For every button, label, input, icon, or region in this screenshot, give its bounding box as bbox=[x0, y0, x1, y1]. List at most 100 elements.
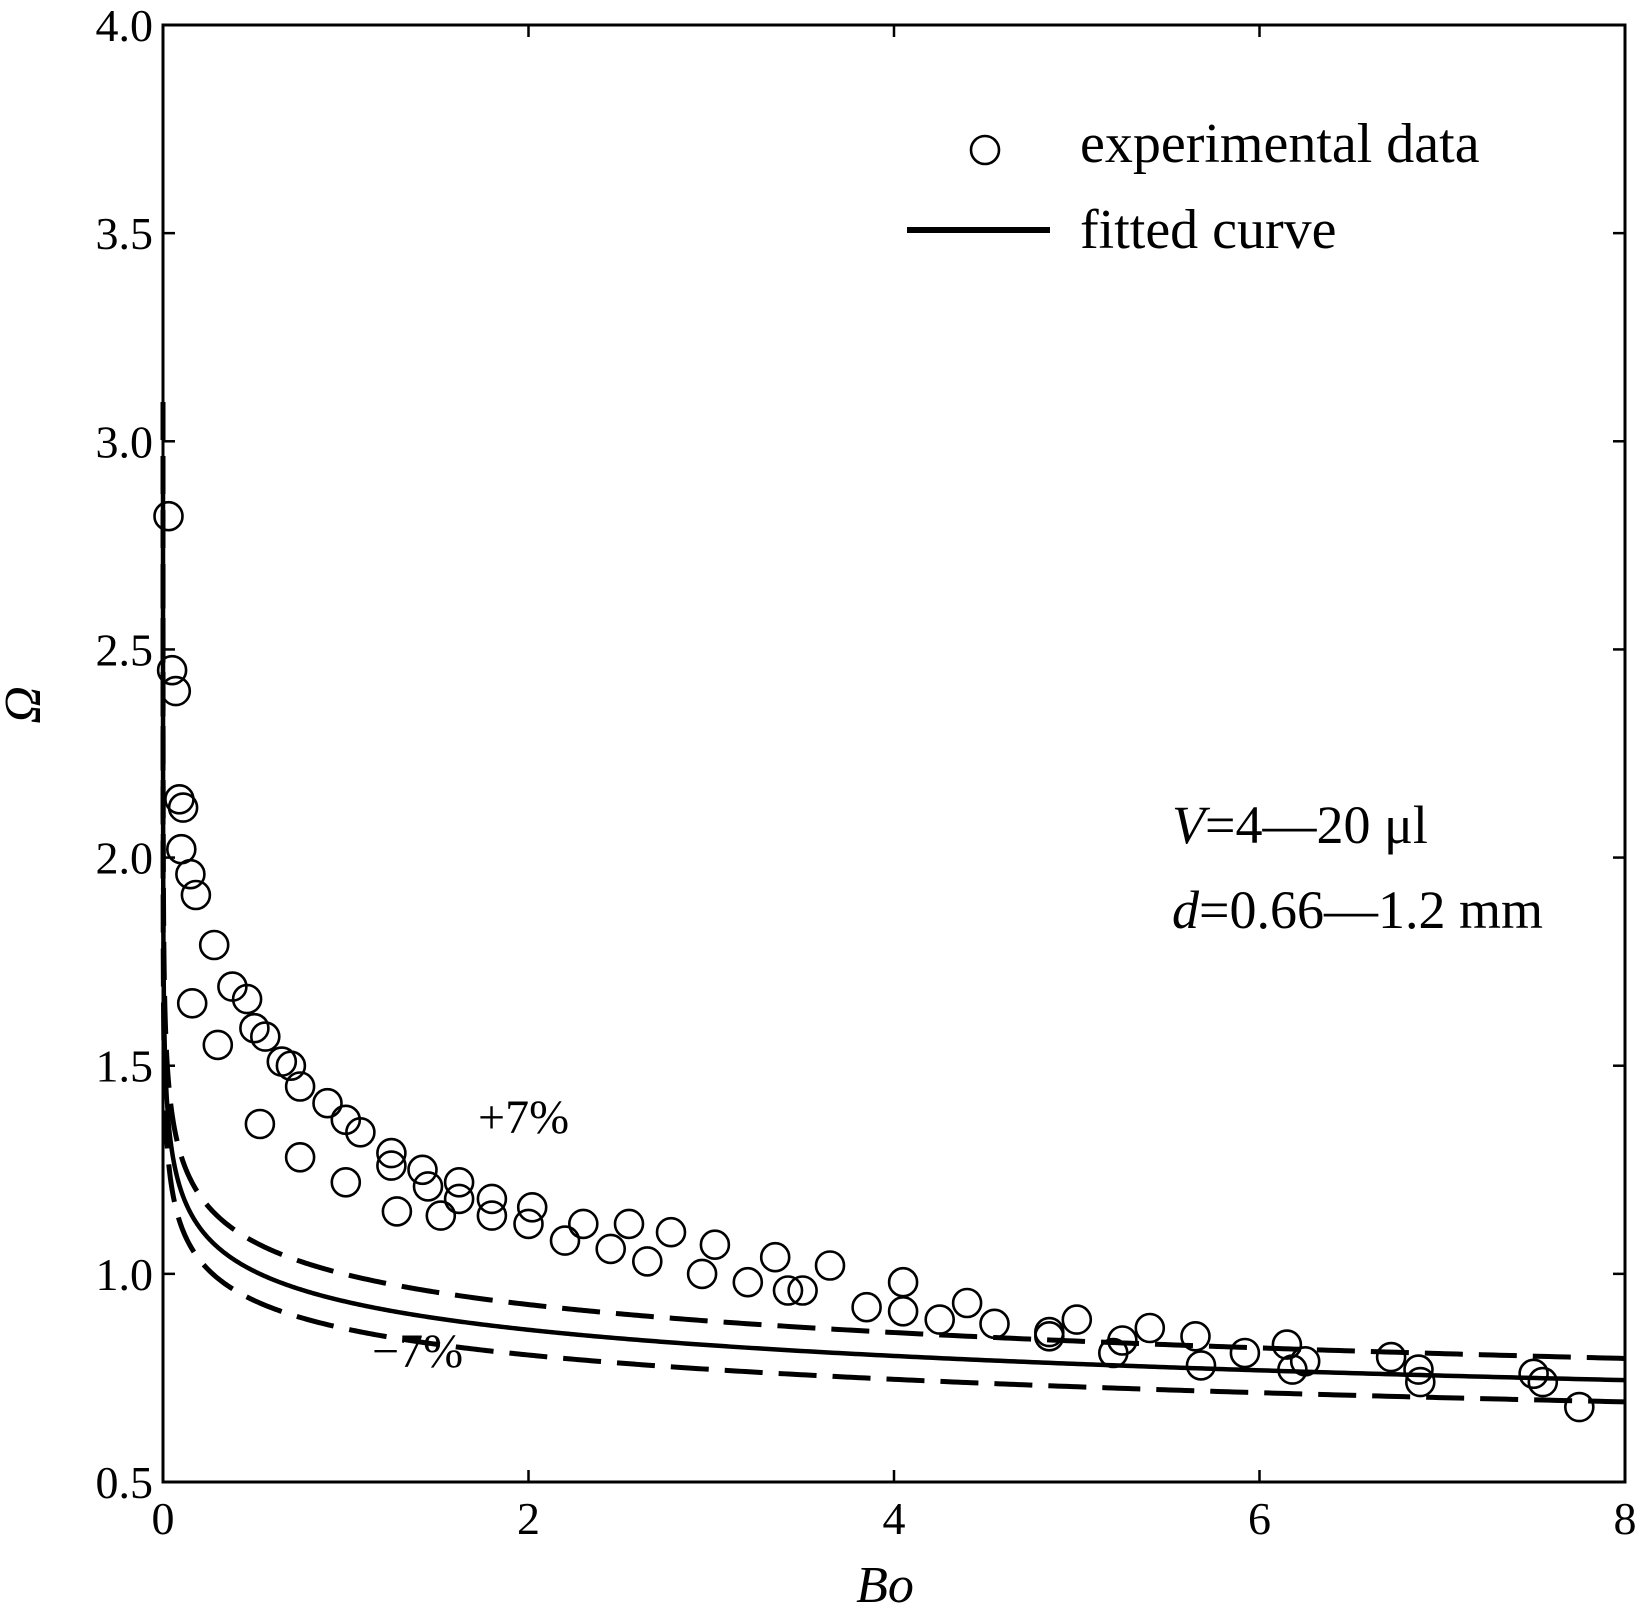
data-point bbox=[1564, 1391, 1595, 1423]
data-point bbox=[1289, 1346, 1321, 1377]
data-point bbox=[443, 1183, 475, 1215]
x-tick-label: 6 bbox=[1248, 1493, 1271, 1544]
data-point bbox=[160, 675, 192, 707]
data-point bbox=[787, 1275, 818, 1306]
data-point bbox=[180, 879, 212, 911]
diameter-annotation: d=0.66—1.2 mm bbox=[1172, 880, 1543, 940]
data-point bbox=[1061, 1304, 1093, 1335]
data-point bbox=[887, 1296, 919, 1327]
data-point bbox=[175, 858, 206, 890]
volume-variable: V bbox=[1172, 795, 1211, 855]
y-tick-label: 3.0 bbox=[96, 416, 154, 467]
data-point bbox=[1518, 1358, 1549, 1390]
data-point bbox=[686, 1258, 718, 1290]
data-point bbox=[376, 1150, 407, 1181]
data-point bbox=[284, 1071, 316, 1102]
data-point bbox=[244, 1108, 276, 1140]
data-point bbox=[1527, 1366, 1559, 1398]
data-point bbox=[699, 1229, 731, 1260]
data-point bbox=[567, 1208, 599, 1240]
data-point bbox=[198, 929, 230, 961]
legend-label-fitted: fitted curve bbox=[1080, 199, 1337, 261]
data-point bbox=[425, 1200, 457, 1231]
data-point bbox=[732, 1266, 764, 1298]
tick-marks bbox=[161, 23, 1627, 1484]
data-point bbox=[1403, 1354, 1434, 1385]
y-tick-label: 3.5 bbox=[96, 208, 154, 259]
data-point bbox=[1185, 1350, 1217, 1381]
data-point bbox=[887, 1266, 919, 1298]
data-point bbox=[476, 1200, 508, 1231]
data-point bbox=[1134, 1312, 1166, 1344]
lower-band-curve bbox=[160, 570, 1626, 1405]
diameter-variable: d bbox=[1172, 880, 1200, 940]
data-point bbox=[1405, 1366, 1436, 1398]
legend: experimental data fitted curve bbox=[907, 113, 1480, 261]
plot-frame bbox=[161, 23, 1627, 1484]
lower-band-label: −7% bbox=[372, 1325, 463, 1378]
data-points bbox=[153, 500, 1595, 1423]
data-point bbox=[772, 1275, 804, 1306]
y-tick-label: 1.0 bbox=[96, 1249, 154, 1300]
upper-band-label: +7% bbox=[478, 1091, 569, 1144]
data-point bbox=[1180, 1321, 1211, 1352]
data-point bbox=[1034, 1321, 1065, 1352]
data-point bbox=[156, 654, 188, 686]
data-point bbox=[312, 1087, 343, 1119]
data-point bbox=[239, 1012, 270, 1044]
y-tick-label: 0.5 bbox=[96, 1457, 154, 1508]
y-tick-label: 2.5 bbox=[96, 624, 154, 675]
y-axis-label: Ω bbox=[0, 686, 52, 724]
data-point bbox=[407, 1154, 438, 1186]
x-tick-label: 0 bbox=[152, 1493, 175, 1544]
data-point bbox=[951, 1287, 983, 1319]
data-point bbox=[231, 983, 263, 1015]
data-point bbox=[631, 1246, 663, 1277]
data-point bbox=[655, 1216, 687, 1248]
data-point bbox=[549, 1225, 581, 1256]
fitted-curve bbox=[160, 486, 1626, 1383]
diameter-value: =0.66—1.2 mm bbox=[1199, 880, 1543, 940]
data-point bbox=[979, 1308, 1010, 1340]
data-point bbox=[851, 1291, 882, 1323]
data-point bbox=[443, 1167, 475, 1198]
data-point bbox=[153, 500, 184, 532]
legend-marker-circle bbox=[969, 134, 1001, 166]
tick-labels: 0 2 4 6 8 0.5 1.0 1.5 2.0 2.5 3.0 3.5 4.0 bbox=[96, 0, 1637, 1544]
data-point bbox=[284, 1142, 316, 1173]
data-point bbox=[1271, 1329, 1303, 1360]
data-point bbox=[167, 792, 199, 823]
data-point bbox=[345, 1117, 376, 1148]
data-point bbox=[1375, 1341, 1407, 1373]
data-point bbox=[249, 1021, 281, 1052]
data-point bbox=[476, 1183, 508, 1215]
data-point bbox=[513, 1208, 544, 1240]
x-tick-label: 2 bbox=[517, 1493, 540, 1544]
data-point bbox=[613, 1208, 645, 1240]
data-point bbox=[412, 1171, 444, 1202]
data-point bbox=[176, 987, 208, 1019]
data-point bbox=[595, 1233, 627, 1265]
legend-label-experimental: experimental data bbox=[1080, 113, 1480, 175]
data-point bbox=[1107, 1325, 1138, 1356]
y-tick-label: 1.5 bbox=[96, 1041, 154, 1092]
data-point bbox=[516, 1192, 548, 1223]
data-point bbox=[202, 1029, 234, 1061]
data-point bbox=[381, 1196, 413, 1227]
y-tick-label: 2.0 bbox=[96, 833, 154, 884]
data-point bbox=[275, 1050, 307, 1081]
data-point bbox=[1229, 1337, 1261, 1369]
volume-value: =4—20 μl bbox=[1205, 795, 1428, 855]
data-point bbox=[924, 1304, 956, 1335]
data-point bbox=[814, 1250, 846, 1281]
upper-band-curve bbox=[160, 401, 1626, 1361]
data-point bbox=[376, 1137, 407, 1169]
data-point bbox=[330, 1167, 362, 1198]
x-tick-label: 8 bbox=[1614, 1493, 1637, 1544]
data-point bbox=[759, 1241, 791, 1273]
y-tick-label: 4.0 bbox=[96, 0, 154, 51]
curve-layer bbox=[160, 401, 1626, 1405]
x-axis-label: Bo bbox=[856, 1557, 914, 1605]
volume-annotation: V=4—20 μl bbox=[1172, 795, 1428, 855]
